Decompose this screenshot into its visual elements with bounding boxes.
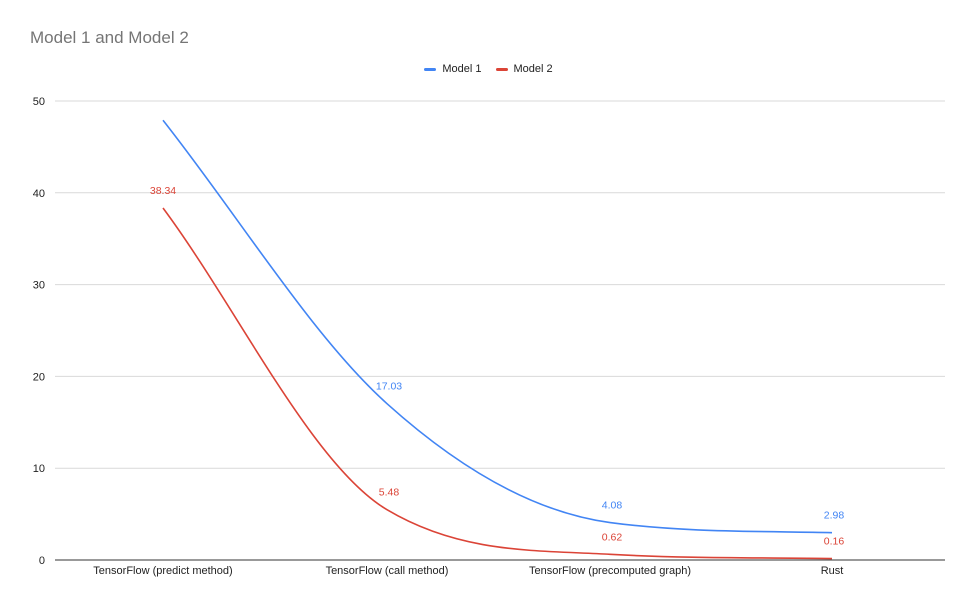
x-tick-label: TensorFlow (predict method) <box>93 565 232 577</box>
y-tick-label: 30 <box>33 280 45 292</box>
legend-swatch-model-2 <box>495 67 508 71</box>
x-tick-label: TensorFlow (call method) <box>326 565 449 577</box>
chart-title: Model 1 and Model 2 <box>30 28 189 47</box>
data-label-model-1: 2.98 <box>824 510 845 522</box>
series-line-model-2 <box>162 207 833 560</box>
x-tick-label: Rust <box>821 565 844 577</box>
legend: Model 1 Model 2 <box>0 63 977 75</box>
y-tick-label: 10 <box>33 463 45 475</box>
legend-item-model-1[interactable]: Model 1 <box>424 63 482 75</box>
data-label-model-2: 38.34 <box>150 185 176 197</box>
data-label-model-2: 0.16 <box>824 536 845 548</box>
data-label-model-2: 0.62 <box>602 531 623 543</box>
y-tick-label: 20 <box>33 371 45 383</box>
data-label-model-1: 17.03 <box>376 381 402 393</box>
legend-label-model-2: Model 2 <box>513 63 553 75</box>
legend-swatch-model-1 <box>424 67 437 71</box>
y-tick-label: 50 <box>33 96 45 108</box>
y-tick-label: 0 <box>39 555 45 567</box>
x-tick-label: TensorFlow (precomputed graph) <box>529 565 691 577</box>
series-line-model-1 <box>162 119 833 534</box>
y-tick-label: 40 <box>33 188 45 200</box>
data-label-model-2: 5.48 <box>379 487 400 499</box>
legend-item-model-2[interactable]: Model 2 <box>495 63 553 75</box>
legend-label-model-1: Model 1 <box>442 63 482 75</box>
data-label-model-1: 4.08 <box>602 500 623 512</box>
